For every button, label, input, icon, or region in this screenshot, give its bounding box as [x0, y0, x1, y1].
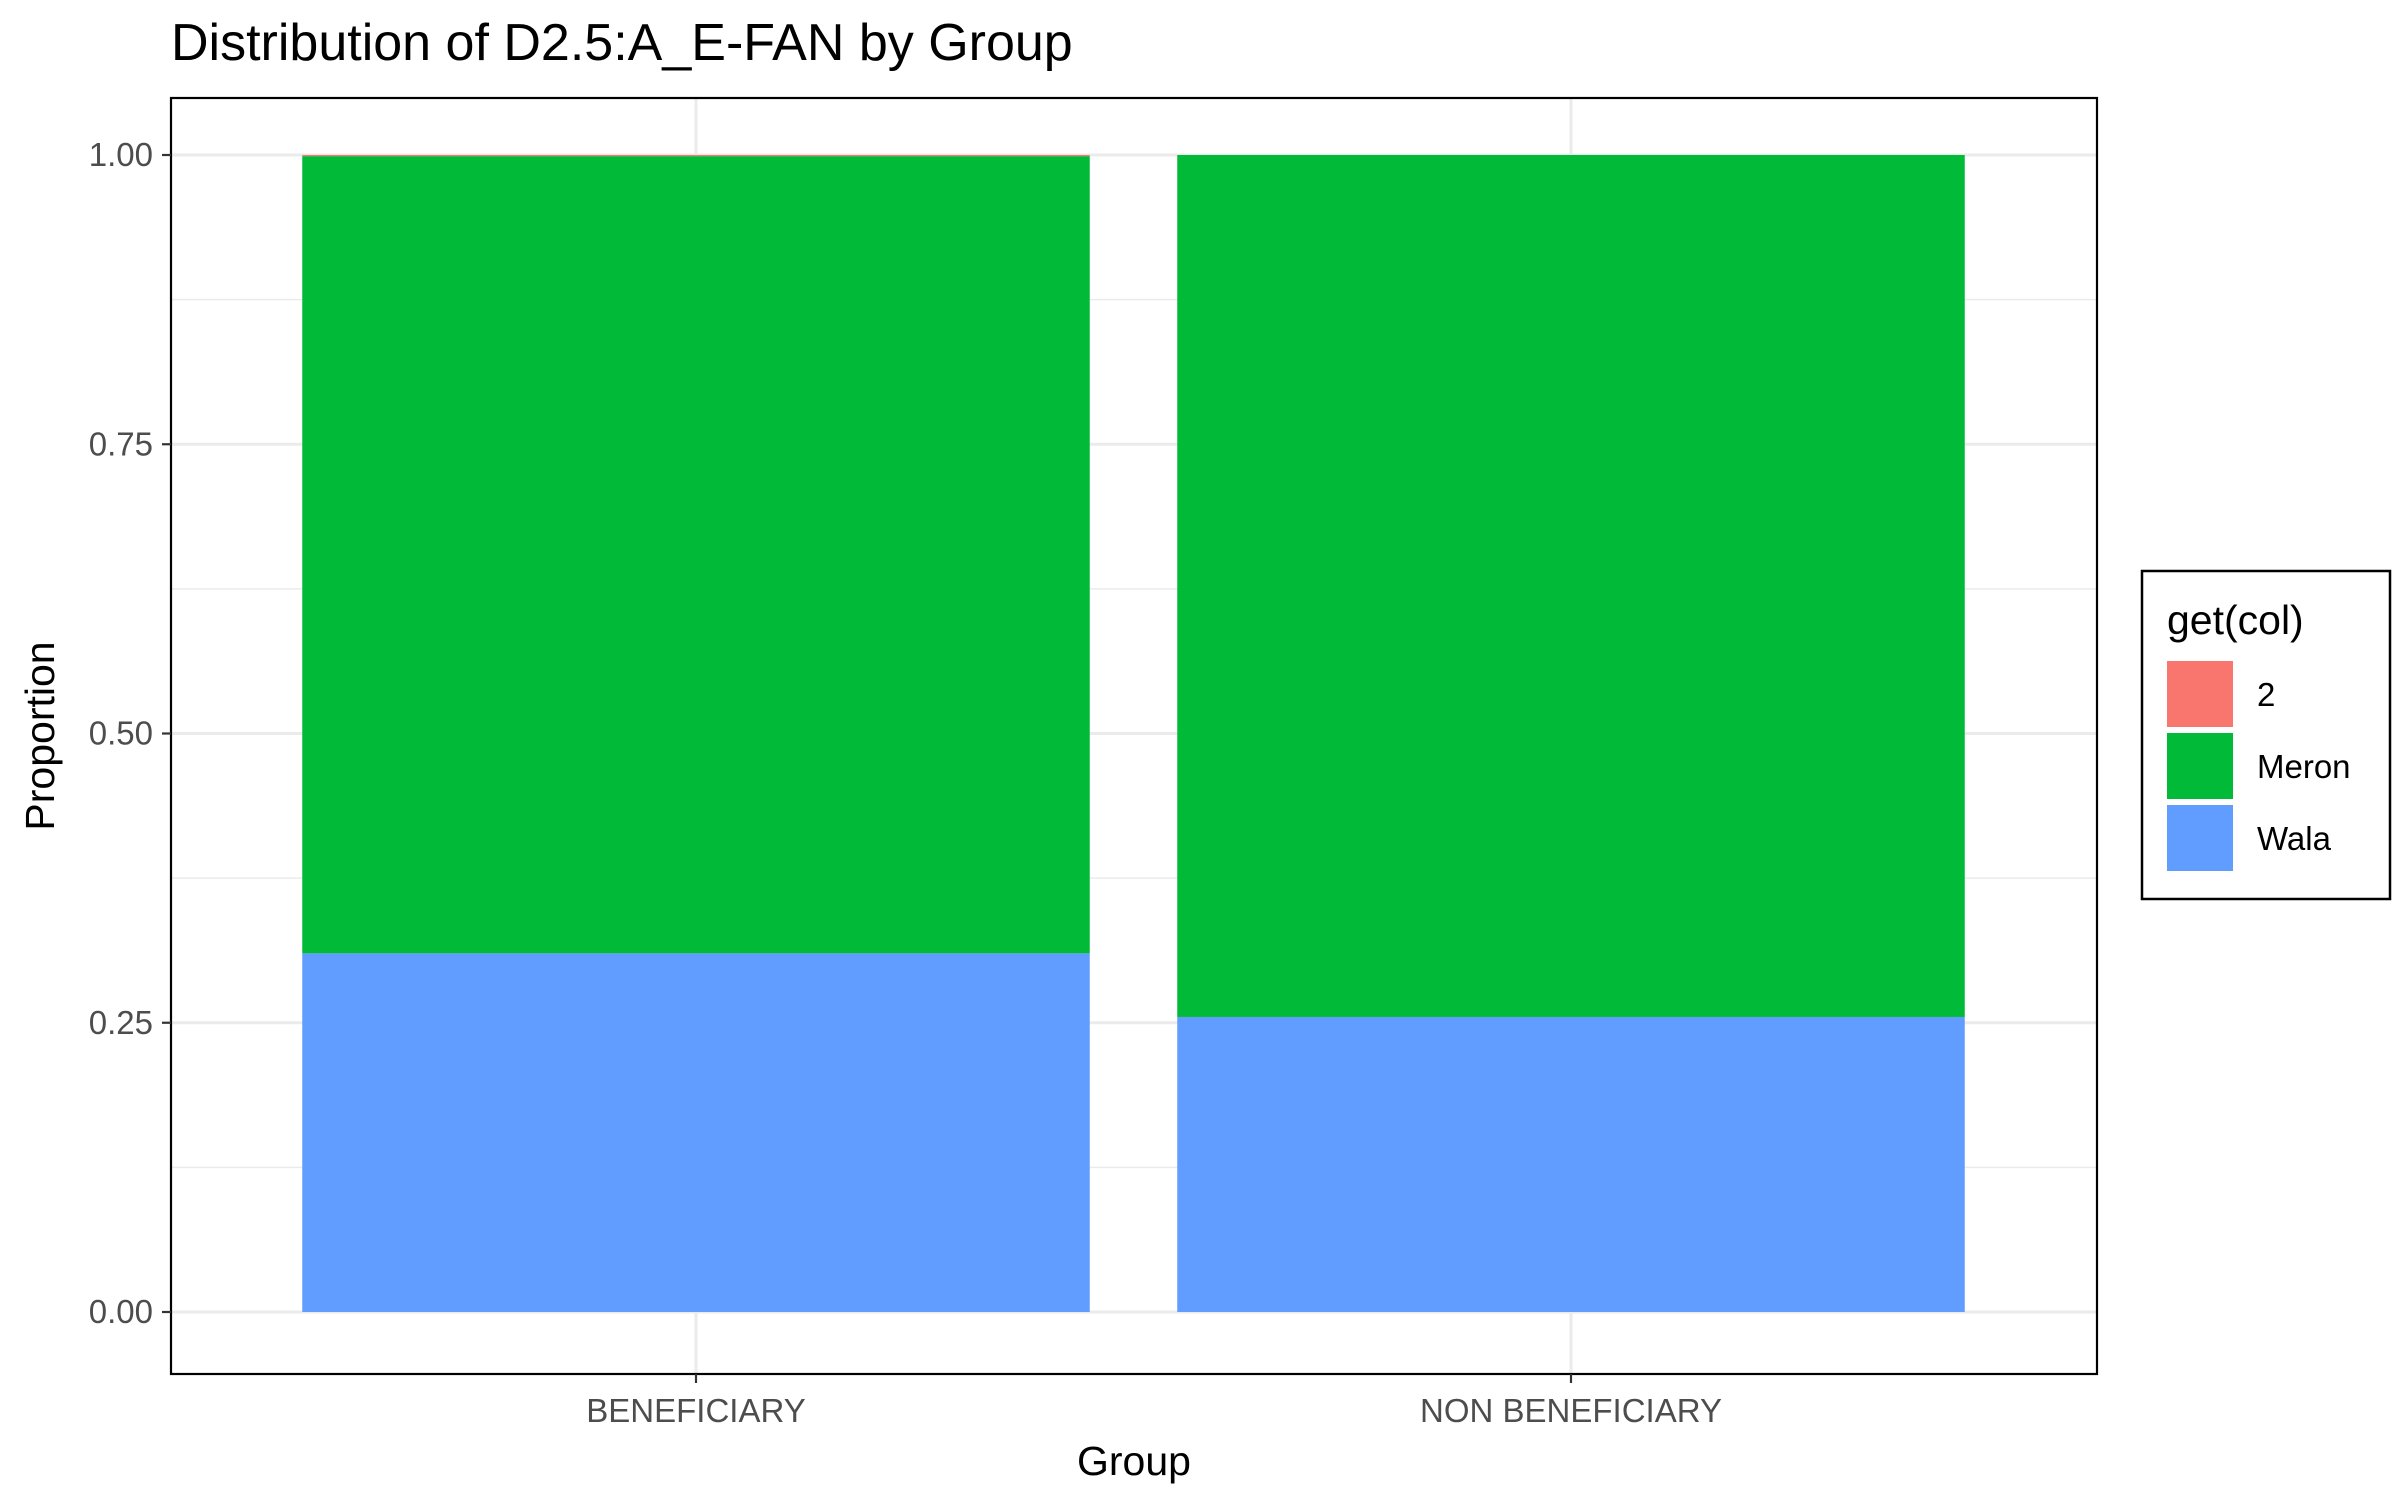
y-tick-label: 0.50	[89, 715, 153, 752]
legend-items: 2 Meron Wala	[2167, 661, 2351, 871]
bar-segment-meron-non-beneficiary	[1177, 155, 1965, 1017]
legend-swatch-2	[2167, 661, 2233, 727]
y-axis-title: Proportion	[17, 641, 63, 830]
plot-area	[169, 96, 2099, 1376]
x-axis-title: Group	[1077, 1438, 1191, 1484]
legend-label-2: 2	[2257, 676, 2275, 713]
legend-swatch-wala	[2167, 805, 2233, 871]
bar-segment-wala-beneficiary	[302, 953, 1090, 1312]
bar-segment-wala-non-beneficiary	[1177, 1016, 1965, 1312]
bar-segment-2-beneficiary	[302, 155, 1090, 157]
chart-title: Distribution of D2.5:A_E-FAN by Group	[171, 14, 1073, 72]
bars	[302, 155, 1965, 1312]
x-tick-label: BENEFICIARY	[586, 1392, 805, 1429]
x-tick-label: NON BENEFICIARY	[1420, 1392, 1722, 1429]
plot-panel-border	[169, 96, 2099, 1376]
legend-label-meron: Meron	[2257, 748, 2351, 785]
y-tick-label: 0.75	[89, 425, 153, 462]
bar-segment-meron-beneficiary	[302, 156, 1090, 954]
x-axis: BENEFICIARY NON BENEFICIARY	[586, 1374, 1722, 1429]
y-tick-label: 0.00	[89, 1293, 153, 1330]
legend-swatch-meron	[2167, 733, 2233, 799]
y-tick-label: 0.25	[89, 1004, 153, 1041]
legend-title: get(col)	[2167, 597, 2304, 643]
legend-label-wala: Wala	[2257, 820, 2332, 857]
y-axis: 0.00 0.25 0.50 0.75 1.00	[89, 136, 171, 1330]
y-tick-label: 1.00	[89, 136, 153, 173]
legend: get(col) 2 Meron Wala	[2140, 569, 2392, 901]
